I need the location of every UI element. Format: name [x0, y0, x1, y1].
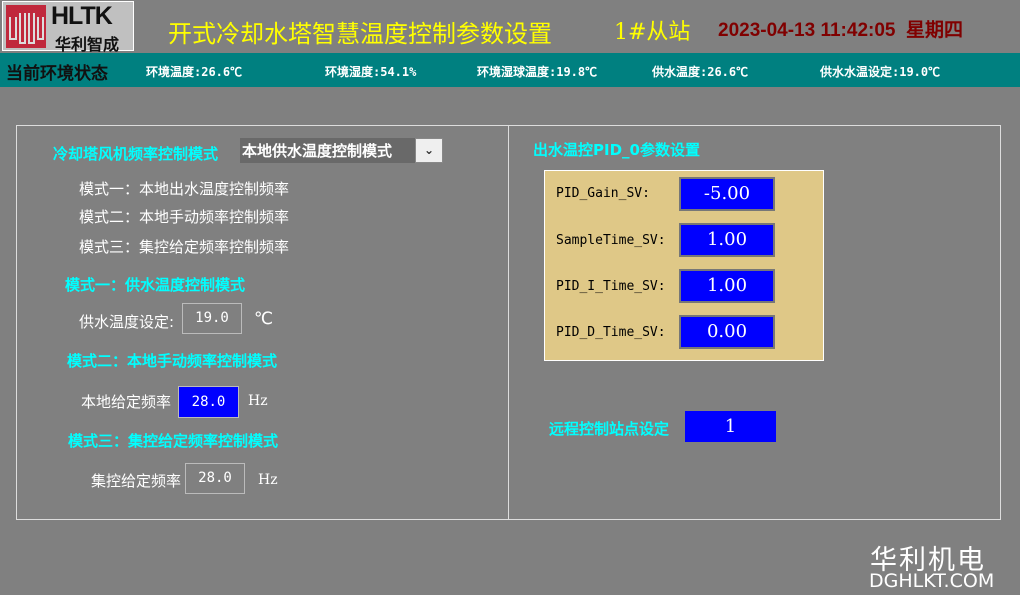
mode-desc-2: 模式二：本地手动频率控制频率 — [79, 208, 290, 226]
divider — [508, 126, 509, 519]
supply-water-setpoint: 供水水温设定:19.0℃ — [820, 65, 941, 79]
sample-time-input[interactable]: 1.00 — [679, 223, 775, 257]
page-title: 开式冷却水塔智慧温度控制参数设置 — [168, 20, 552, 48]
datetime: 2023-04-13 11:42:05 星期四 — [718, 15, 963, 42]
datetime-value: 2023-04-13 11:42:05 — [718, 20, 896, 41]
environment-status-bar: 当前环境状态 环境温度:26.6℃ 环境湿度:54.1% 环境湿球温度:19.8… — [0, 53, 1020, 87]
pid-i-time-input[interactable]: 1.00 — [679, 269, 775, 303]
hz-unit: Hz — [248, 393, 268, 409]
supply-temp-input[interactable]: 19.0 — [182, 303, 242, 334]
central-freq-input[interactable]: 28.0 — [185, 463, 245, 494]
pid-gain-input[interactable]: -5.00 — [679, 177, 775, 211]
pid-panel: PID_Gain_SV: -5.00 SampleTime_SV: 1.00 P… — [544, 170, 824, 361]
pid-gain-label: PID_Gain_SV: — [556, 186, 650, 201]
mode-desc-1: 模式一：本地出水温度控制频率 — [79, 180, 290, 198]
local-freq-label: 本地给定频率 — [81, 393, 172, 411]
mode-select-value: 本地供水温度控制模式 — [242, 142, 393, 160]
central-freq-label: 集控给定频率 — [91, 472, 182, 490]
logo-mark-icon — [6, 5, 46, 48]
env-humidity: 环境湿度:54.1% — [325, 65, 417, 79]
brand-url: DGHLKT.COM — [869, 570, 995, 592]
supply-temp-label: 供水温度设定: — [79, 313, 175, 331]
logo: HLTK 华利智成 — [2, 1, 134, 54]
mode-select-label: 冷却塔风机频率控制模式 — [53, 145, 219, 163]
mode1-title: 模式一：供水温度控制模式 — [65, 276, 246, 294]
hz-unit-2: Hz — [258, 472, 278, 488]
logo-text-cn: 华利智成 — [55, 35, 120, 54]
supply-water-temp: 供水温度:26.6℃ — [652, 65, 749, 79]
main-panel — [16, 125, 1001, 520]
sample-time-label: SampleTime_SV: — [556, 233, 666, 248]
mode3-title: 模式三：集控给定频率控制模式 — [68, 432, 279, 450]
weekday: 星期四 — [906, 20, 964, 41]
logo-text-en: HLTK — [51, 2, 113, 30]
mode2-title: 模式二：本地手动频率控制模式 — [67, 352, 278, 370]
pid-d-time-label: PID_D_Time_SV: — [556, 325, 666, 340]
env-wetbulb: 环境湿球温度:19.8℃ — [477, 65, 598, 79]
remote-station-input[interactable]: 1 — [685, 411, 776, 442]
pid-title: 出水温控PID_0参数设置 — [533, 141, 700, 159]
mode-desc-3: 模式三：集控给定频率控制频率 — [79, 238, 290, 256]
env-temperature: 环境温度:26.6℃ — [146, 65, 243, 79]
brand-watermark: 华利机电 — [870, 545, 986, 576]
celsius-unit: ℃ — [254, 309, 274, 329]
mode-select[interactable]: 本地供水温度控制模式 ⌄ — [240, 138, 443, 163]
pid-i-time-label: PID_I_Time_SV: — [556, 279, 666, 294]
pid-d-time-input[interactable]: 0.00 — [679, 315, 775, 349]
chevron-down-icon[interactable]: ⌄ — [415, 138, 443, 163]
local-freq-input[interactable]: 28.0 — [178, 386, 239, 418]
env-label: 当前环境状态 — [6, 64, 108, 84]
station-label: 1#从站 — [614, 20, 691, 45]
remote-station-label: 远程控制站点设定 — [549, 420, 670, 438]
